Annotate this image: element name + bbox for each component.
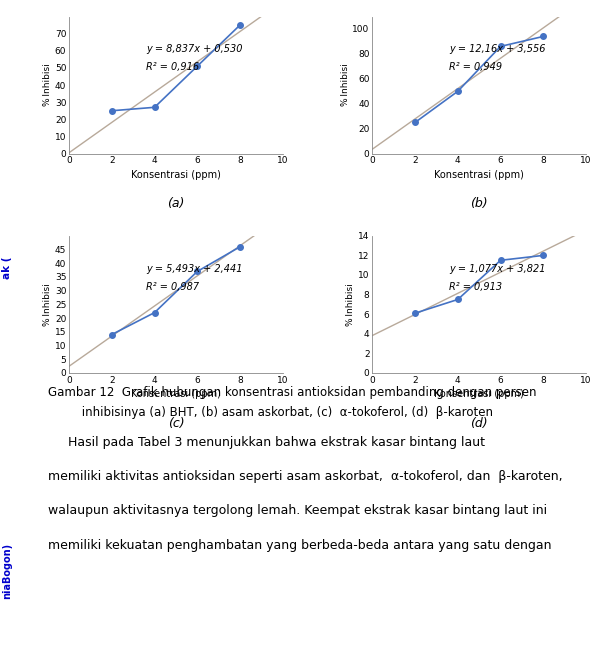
Text: R² = 0,913: R² = 0,913: [450, 282, 502, 292]
Y-axis label: % Inhibisi: % Inhibisi: [341, 63, 350, 106]
Text: (d): (d): [471, 416, 488, 430]
Y-axis label: % Inhibisi: % Inhibisi: [43, 63, 52, 106]
Y-axis label: % Inhibisi: % Inhibisi: [346, 283, 355, 326]
X-axis label: Konsentrasi (ppm): Konsentrasi (ppm): [435, 389, 524, 399]
Text: R² = 0,916: R² = 0,916: [146, 62, 199, 72]
X-axis label: Konsentrasi (ppm): Konsentrasi (ppm): [131, 170, 221, 180]
Text: y = 8,837x + 0,530: y = 8,837x + 0,530: [146, 44, 242, 54]
Text: memiliki kekuatan penghambatan yang berbeda-beda antara yang satu dengan: memiliki kekuatan penghambatan yang berb…: [48, 539, 552, 552]
Text: R² = 0,949: R² = 0,949: [450, 62, 502, 72]
X-axis label: Konsentrasi (ppm): Konsentrasi (ppm): [435, 170, 524, 180]
Text: y = 12,16x + 3,556: y = 12,16x + 3,556: [450, 44, 546, 54]
Text: walaupun aktivitasnya tergolong lemah. Keempat ekstrak kasar bintang laut ini: walaupun aktivitasnya tergolong lemah. K…: [48, 504, 547, 517]
Text: Hasil pada Tabel 3 menunjukkan bahwa ekstrak kasar bintang laut: Hasil pada Tabel 3 menunjukkan bahwa eks…: [48, 436, 485, 449]
Text: y = 5,493x + 2,441: y = 5,493x + 2,441: [146, 264, 242, 274]
Text: Gambar 12  Grafik hubungan konsentrasi antioksidan pembanding dengan persen: Gambar 12 Grafik hubungan konsentrasi an…: [48, 386, 537, 399]
Text: memiliki aktivitas antioksidan seperti asam askorbat,  α-tokoferol, dan  β-karot: memiliki aktivitas antioksidan seperti a…: [48, 470, 563, 483]
Text: R² = 0,987: R² = 0,987: [146, 282, 199, 292]
Text: (a): (a): [167, 197, 185, 211]
X-axis label: Konsentrasi (ppm): Konsentrasi (ppm): [131, 389, 221, 399]
Y-axis label: % Inhibisi: % Inhibisi: [43, 283, 52, 326]
Text: (b): (b): [471, 197, 488, 211]
Text: y = 1,077x + 3,821: y = 1,077x + 3,821: [450, 264, 546, 274]
Text: niaBogon): niaBogon): [2, 543, 12, 599]
Text: (c): (c): [168, 416, 185, 430]
Text: inhibisinya (a) BHT, (b) asam askorbat, (c)  α-tokoferol, (d)  β-karoten: inhibisinya (a) BHT, (b) asam askorbat, …: [48, 406, 493, 419]
Text: ak (: ak (: [2, 256, 12, 279]
